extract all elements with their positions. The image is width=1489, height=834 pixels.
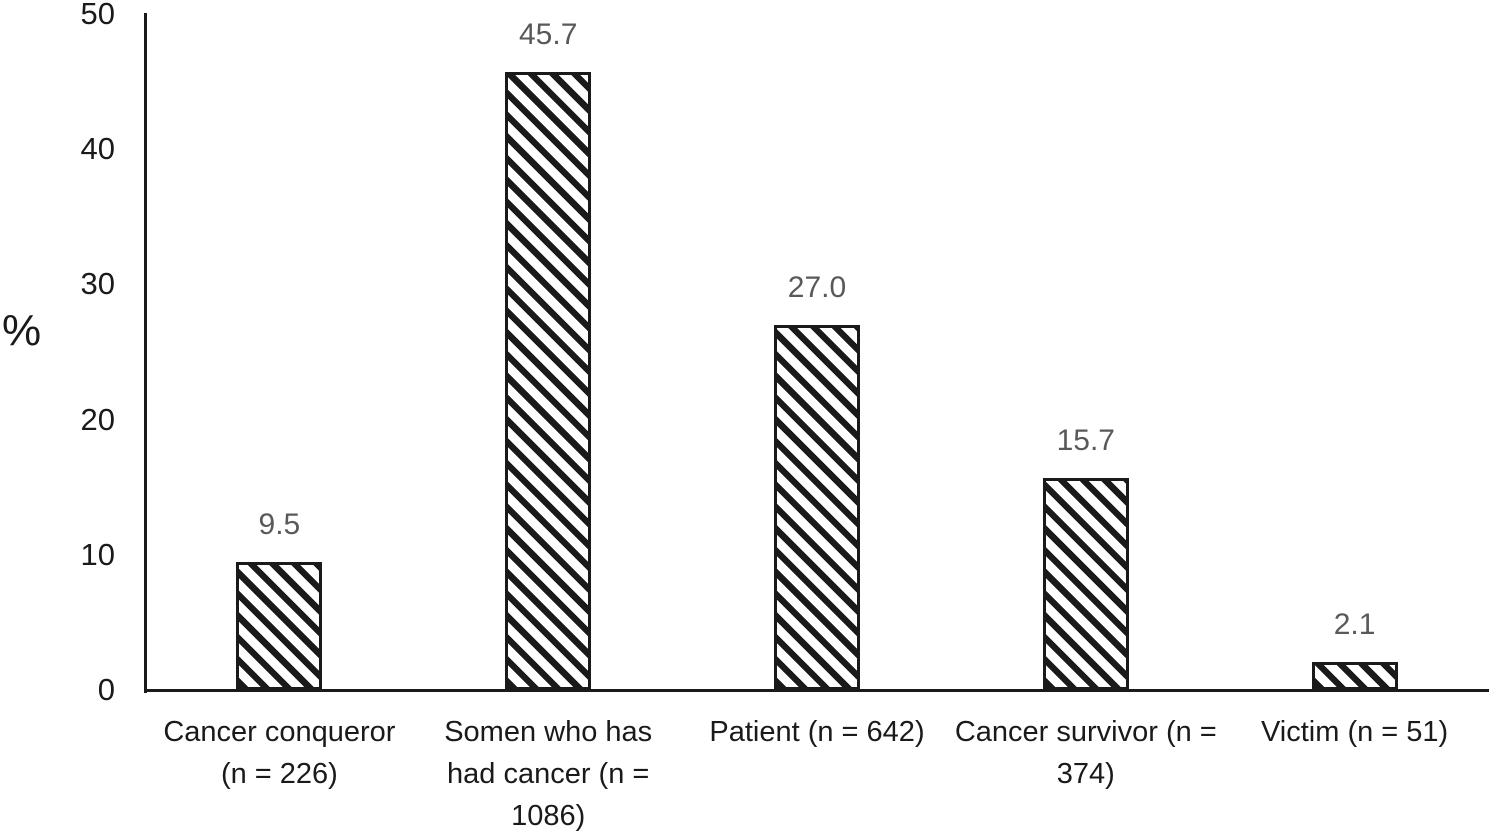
category-label: Cancer conqueror (n = 226)	[163, 716, 396, 790]
bar-value-label: 15.7	[1056, 423, 1115, 457]
category-label: Somen who has had cancer (n = 1086)	[444, 716, 653, 832]
bar-value-label: 45.7	[518, 18, 578, 52]
y-tick-label: 20	[80, 401, 115, 437]
y-tick-label: 30	[80, 266, 115, 302]
bar-value-label: 27.0	[787, 270, 847, 304]
bar	[236, 561, 323, 690]
x-axis-line	[144, 689, 1489, 692]
y-tick-label: 10	[80, 536, 115, 572]
y-tick-label: 50	[80, 0, 115, 31]
bar	[505, 72, 592, 690]
y-tick-label: 0	[97, 672, 115, 707]
bar	[774, 324, 860, 690]
category-label: Patient (n = 642)	[709, 716, 925, 748]
y-axis-ticks: 0 10 20 30 40 50	[0, 0, 115, 834]
bar-value-label: 2.1	[1333, 607, 1376, 641]
y-axis-line	[144, 13, 147, 693]
bar-value-label: 9.5	[258, 507, 301, 541]
bar	[1042, 477, 1129, 690]
bar	[1311, 661, 1398, 690]
y-tick-label: 40	[80, 131, 115, 167]
y-axis-label: %	[2, 306, 42, 355]
category-label: Victim (n = 51)	[1260, 716, 1449, 748]
category-label: Cancer survivor (n = 374)	[954, 716, 1217, 790]
